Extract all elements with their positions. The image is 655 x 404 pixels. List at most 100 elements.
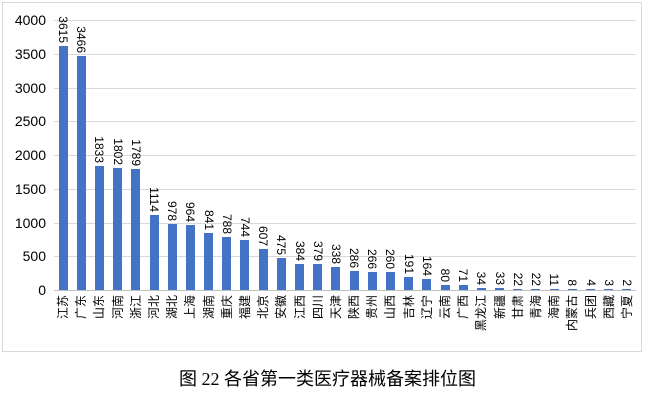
y-axis-tick-label: 0: [38, 282, 46, 298]
gridline: [54, 155, 636, 156]
x-axis-category-label: 四川: [310, 295, 325, 320]
bar: [131, 169, 141, 290]
gridline: [54, 256, 636, 258]
gridline: [54, 87, 636, 89]
x-axis-category-label: 安徽: [274, 295, 289, 320]
bar: [76, 56, 86, 290]
bar-value-label: 191: [401, 254, 416, 275]
bar: [94, 166, 104, 290]
x-axis-category-label: 内蒙古: [565, 295, 580, 332]
bar-value-label: 384: [292, 241, 307, 262]
bar: [149, 214, 159, 290]
gridline: [54, 188, 636, 190]
bar-value-label: 80: [438, 268, 453, 282]
bar-value-label: 607: [256, 225, 271, 247]
bar: [295, 264, 305, 290]
x-axis-category-label: 广西: [456, 295, 471, 320]
bar: [586, 289, 596, 290]
x-axis-category-label: 吉林: [401, 295, 416, 320]
bar-value-label: 4: [583, 279, 598, 286]
bar: [58, 45, 68, 290]
bar-chart: [2, 2, 642, 352]
x-axis-category-label: 辽宁: [419, 295, 434, 320]
bar: [604, 289, 614, 290]
x-axis-category-label: 北京: [256, 295, 271, 320]
bar: [222, 236, 232, 290]
bar: [349, 270, 359, 290]
x-axis-category-label: 广东: [74, 295, 89, 320]
x-axis-category-label: 甘肃: [510, 295, 525, 320]
bar: [495, 287, 505, 290]
x-axis-category-label: 湖南: [201, 295, 216, 320]
bar: [367, 272, 377, 290]
bar-value-label: 978: [165, 200, 180, 221]
y-axis-tick-label: 2000: [14, 147, 46, 163]
x-axis-category-label: 兵团: [583, 295, 598, 320]
x-axis-category-label: 山东: [92, 295, 107, 320]
bar: [276, 257, 286, 290]
x-axis-line: [54, 290, 636, 291]
y-axis-tick-label: 3500: [14, 45, 46, 62]
bar-value-label: 34: [474, 271, 489, 285]
gridline: [54, 53, 636, 55]
bar: [185, 224, 195, 290]
x-axis-category-label: 湖北: [165, 295, 180, 320]
bar: [385, 272, 395, 290]
x-axis-category-label: 浙江: [128, 295, 143, 320]
bar-value-label: 3466: [74, 26, 89, 54]
bar-value-label: 841: [201, 210, 216, 231]
bar-value-label: 11: [547, 273, 562, 286]
bar-value-label: 3615: [56, 16, 71, 43]
x-axis-category-label: 上海: [183, 295, 198, 320]
x-axis-category-label: 江西: [292, 295, 307, 320]
bar-value-label: 1802: [110, 138, 125, 166]
bar-value-label: 1833: [92, 136, 107, 164]
gridline: [54, 121, 636, 123]
bar-value-label: 8: [565, 279, 580, 286]
x-axis-category-label: 福建: [237, 295, 252, 320]
bar: [549, 289, 559, 290]
x-axis-category-label: 江苏: [56, 295, 71, 320]
bar: [567, 289, 577, 290]
bar-value-label: 788: [219, 213, 234, 234]
x-axis-category-label: 新疆: [492, 295, 507, 320]
y-axis-tick-label: 3000: [14, 79, 46, 96]
bar: [531, 288, 541, 290]
x-axis-category-label: 海南: [547, 295, 562, 320]
bar: [458, 285, 468, 290]
x-axis-category-label: 山西: [383, 295, 398, 320]
x-axis-category-label: 贵州: [365, 295, 380, 320]
x-axis-category-label: 天津: [328, 295, 343, 320]
bar-value-label: 22: [528, 272, 543, 286]
bar-value-label: 2: [619, 279, 634, 286]
bar-value-label: 286: [347, 247, 362, 268]
x-axis-category-label: 陕西: [347, 295, 362, 320]
bar: [476, 287, 486, 290]
y-axis-tick-label: 2500: [14, 113, 46, 130]
x-axis-category-label: 西藏: [601, 295, 616, 320]
bar: [240, 239, 250, 290]
y-axis-tick-label: 4000: [14, 12, 46, 28]
gridline: [54, 20, 636, 21]
bar-value-label: 964: [183, 201, 198, 222]
bar: [622, 289, 632, 290]
bar-value-label: 1114: [147, 186, 162, 212]
bar: [513, 288, 523, 290]
bar: [113, 168, 123, 290]
x-axis-category-label: 河北: [147, 295, 162, 320]
bar: [422, 278, 432, 290]
bar-value-label: 260: [383, 249, 398, 270]
bar-value-label: 164: [419, 255, 434, 276]
bar-value-label: 3: [601, 279, 616, 286]
bar-value-label: 71: [456, 268, 471, 283]
bar: [404, 277, 414, 290]
gridline: [54, 222, 636, 224]
y-axis-tick-label: 500: [22, 248, 46, 265]
bar: [204, 233, 214, 290]
bar: [313, 264, 323, 290]
bar-value-label: 744: [237, 216, 252, 237]
bar-value-label: 379: [310, 241, 325, 262]
bar: [258, 249, 268, 290]
x-axis-category-label: 青海: [528, 295, 543, 320]
